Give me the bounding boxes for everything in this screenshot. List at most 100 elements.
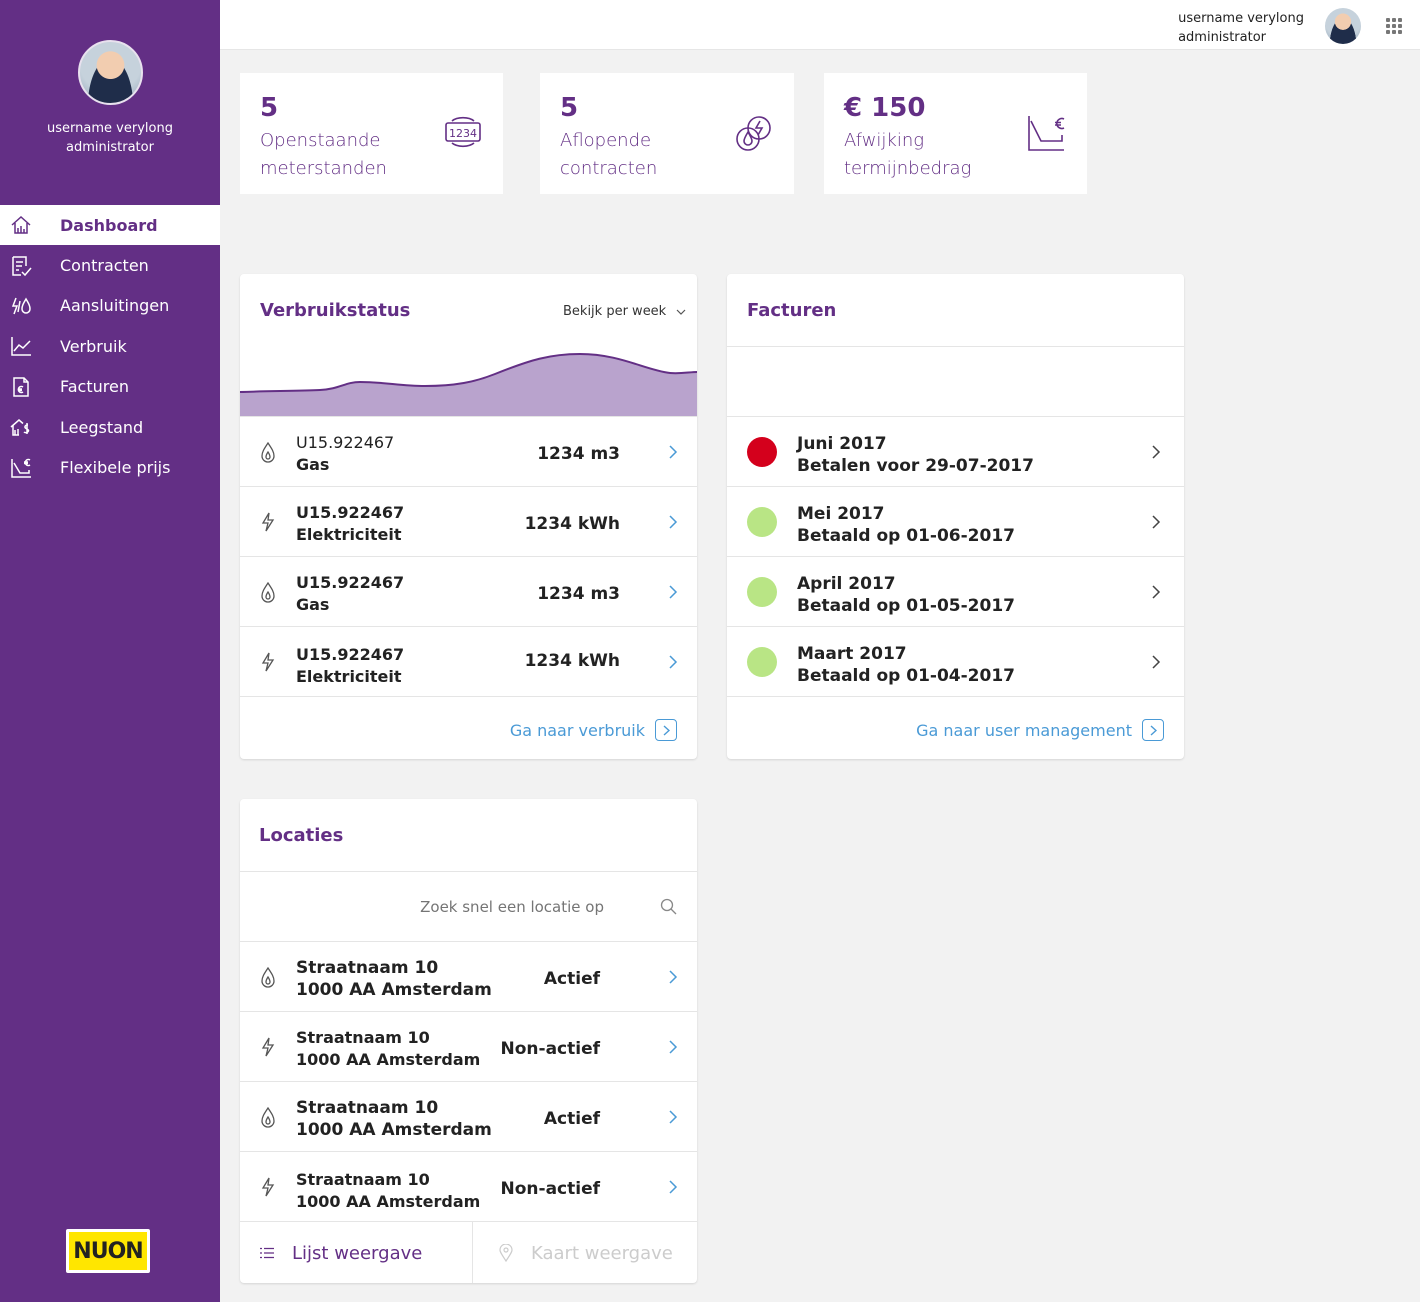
- invoice-month: Juni 2017: [797, 434, 887, 454]
- arrow-right-icon: [655, 719, 677, 741]
- panel-footer: Ga naar user management: [727, 696, 1184, 759]
- flexible-price-icon: [0, 457, 60, 479]
- sidebar-item-label: Leegstand: [60, 417, 144, 437]
- sidebar-item-label: Flexibele prijs: [60, 458, 171, 478]
- usage-row[interactable]: U15.922467 Gas 1234 m3: [240, 556, 697, 626]
- meter-type: Elektriciteit: [296, 525, 402, 544]
- energy-icon: [736, 116, 771, 151]
- stat-label: Afwijking termijnbedrag: [844, 130, 972, 179]
- meter-id: U15.922467: [296, 645, 405, 664]
- go-to-user-management-link[interactable]: Ga naar user management: [916, 719, 1164, 741]
- location-city: 1000 AA Amsterdam: [296, 1120, 492, 1140]
- sidebar-item-contracten[interactable]: Contracten: [0, 245, 220, 285]
- usage-line: [240, 352, 697, 393]
- topbar-username: username verylong: [1178, 11, 1304, 26]
- location-street: Straatnaam 10: [296, 958, 439, 978]
- meter-id: U15.922467: [296, 503, 405, 522]
- usage-area: [240, 354, 697, 417]
- chevron-down-icon: [676, 309, 686, 315]
- stat-card-meterstanden[interactable]: 5 Openstaande meterstanden 1234: [240, 73, 503, 194]
- sidebar-item-verbruik[interactable]: Verbruik: [0, 326, 220, 366]
- sidebar-nav: Dashboard Contracten Aansluitingen Verbr…: [0, 205, 220, 488]
- sidebar: username verylong administrator Dashboar…: [0, 0, 220, 1302]
- invoice-row[interactable]: Mei 2017 Betaald op 01-06-2017: [727, 486, 1184, 556]
- tab-list-view[interactable]: Lijst weergave: [240, 1222, 473, 1283]
- usage-row[interactable]: U15.922467 Elektriciteit 1234 kWh: [240, 486, 697, 556]
- price-decline-icon: [1028, 116, 1065, 151]
- invoice-month: Mei 2017: [797, 504, 885, 524]
- chevron-right-icon: [669, 1180, 678, 1194]
- location-row[interactable]: Straatnaam 10 1000 AA Amsterdam Non-acti…: [240, 1011, 697, 1081]
- facturen-panel: Facturen Juni 2017 Betalen voor 29-07-20…: [727, 274, 1184, 759]
- stat-card-termijnbedrag[interactable]: € 150 Afwijking termijnbedrag: [824, 73, 1087, 194]
- svg-text:1234: 1234: [449, 127, 477, 140]
- meter-icon: 1234: [445, 116, 481, 148]
- invoice-row[interactable]: Maart 2017 Betaald op 01-04-2017: [727, 626, 1184, 696]
- verbruikstatus-panel: Verbruikstatus Bekijk per week U15.92246…: [240, 274, 697, 759]
- sidebar-item-label: Aansluitingen: [60, 296, 170, 316]
- locaties-panel: Locaties Straatnaam 10 1000 AA Amsterdam…: [240, 799, 697, 1283]
- nuon-logo: NUON: [66, 1229, 150, 1273]
- sidebar-item-aansluitingen[interactable]: Aansluitingen: [0, 286, 220, 326]
- location-city: 1000 AA Amsterdam: [296, 1192, 481, 1211]
- panel-title: Verbruikstatus: [260, 300, 411, 321]
- invoice-month: April 2017: [797, 574, 896, 594]
- invoice-row[interactable]: Juni 2017 Betalen voor 29-07-2017: [727, 416, 1184, 486]
- electricity-icon: [261, 652, 275, 672]
- sidebar-item-label: Verbruik: [60, 336, 127, 356]
- sidebar-item-leegstand[interactable]: Leegstand: [0, 407, 220, 447]
- chevron-right-icon: [1152, 585, 1161, 599]
- app-grid-icon[interactable]: [1386, 18, 1402, 34]
- gas-icon: [261, 441, 275, 463]
- meter-id: U15.922467: [296, 433, 395, 452]
- location-status: Non-actief: [500, 1179, 601, 1199]
- location-row[interactable]: Straatnaam 10 1000 AA Amsterdam Actief: [240, 1081, 697, 1151]
- meter-id: U15.922467: [296, 573, 405, 592]
- topbar-user-role: administrator: [1178, 30, 1266, 45]
- list-icon: [260, 1247, 274, 1259]
- gas-icon: [261, 581, 275, 603]
- stat-card-contracten[interactable]: 5 Aflopende contracten: [540, 73, 794, 194]
- chevron-right-icon: [669, 445, 678, 459]
- usage-row[interactable]: U15.922467 Elektriciteit 1234 kWh: [240, 626, 697, 696]
- location-street: Straatnaam 10: [296, 1170, 430, 1189]
- location-search-input[interactable]: [260, 894, 604, 920]
- sidebar-item-facturen[interactable]: Facturen: [0, 367, 220, 407]
- map-pin-icon: [499, 1244, 513, 1262]
- location-row[interactable]: Straatnaam 10 1000 AA Amsterdam Actief: [240, 941, 697, 1011]
- tab-map-view[interactable]: Kaart weergave: [473, 1222, 697, 1283]
- sidebar-item-label: Contracten: [60, 256, 149, 276]
- stat-label: Aflopende contracten: [560, 130, 658, 179]
- go-to-verbruik-link[interactable]: Ga naar verbruik: [510, 719, 677, 741]
- usage-value: 1234 m3: [537, 584, 620, 604]
- panel-title: Locaties: [259, 825, 344, 846]
- invoice-status: Betaald op 01-05-2017: [797, 596, 1015, 616]
- sidebar-item-dashboard[interactable]: Dashboard: [0, 205, 220, 246]
- location-row[interactable]: Straatnaam 10 1000 AA Amsterdam Non-acti…: [240, 1151, 697, 1221]
- avatar[interactable]: [1325, 8, 1361, 44]
- vacancy-icon: [0, 416, 60, 438]
- location-street: Straatnaam 10: [296, 1098, 439, 1118]
- gas-icon: [261, 1106, 275, 1128]
- sidebar-item-flexibele-prijs[interactable]: Flexibele prijs: [0, 447, 220, 487]
- top-bar: username verylong administrator: [220, 0, 1420, 50]
- stat-value: € 150: [844, 93, 926, 123]
- location-city: 1000 AA Amsterdam: [296, 980, 492, 1000]
- chevron-right-icon: [669, 585, 678, 599]
- usage-row[interactable]: U15.922467 Gas 1234 m3: [240, 416, 697, 486]
- search-icon[interactable]: [660, 898, 678, 916]
- stat-label: Openstaande meterstanden: [260, 130, 387, 179]
- chevron-right-icon: [669, 1040, 678, 1054]
- chevron-right-icon: [669, 1110, 678, 1124]
- topbar-user[interactable]: username verylong administrator: [1178, 9, 1304, 47]
- sidebar-username: username verylong: [47, 121, 173, 136]
- period-select[interactable]: Bekijk per week: [563, 304, 686, 319]
- usage-value: 1234 kWh: [524, 514, 620, 534]
- stat-value: 5: [260, 93, 279, 123]
- invoice-row[interactable]: April 2017 Betaald op 01-05-2017: [727, 556, 1184, 626]
- panel-title: Facturen: [747, 300, 837, 321]
- electricity-icon: [261, 1177, 275, 1197]
- view-tabs: Lijst weergave Kaart weergave: [240, 1221, 697, 1283]
- location-search: [240, 871, 697, 941]
- invoice-icon: [0, 376, 60, 398]
